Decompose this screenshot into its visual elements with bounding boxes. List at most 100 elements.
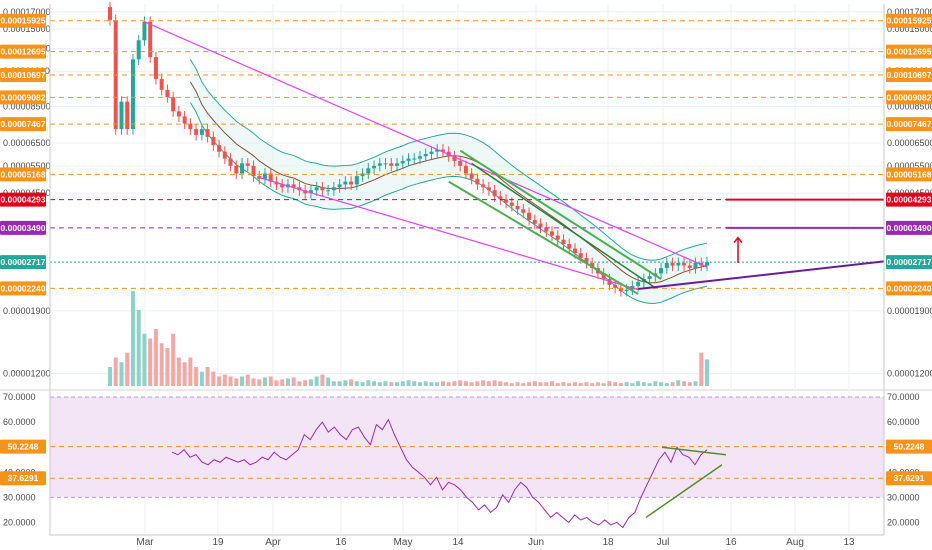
- volume-bar: [601, 383, 606, 386]
- level-badge-left: [0, 192, 46, 207]
- volume-bar: [572, 382, 577, 386]
- volume-bar: [429, 382, 434, 386]
- x-tick-label: 13: [843, 537, 855, 548]
- volume-bar: [153, 329, 158, 386]
- volume-bar: [624, 382, 629, 386]
- volume-bar: [550, 381, 555, 386]
- candle-body: [171, 97, 176, 112]
- candle-body: [532, 219, 537, 224]
- candle-body: [618, 287, 623, 291]
- volume-bar: [578, 383, 583, 386]
- price-pane-bg: [50, 4, 884, 388]
- volume-bar: [314, 376, 319, 386]
- volume-bar: [475, 381, 480, 386]
- candle-body: [188, 123, 193, 130]
- volume-bar: [584, 382, 589, 386]
- volume-bar: [148, 338, 153, 386]
- rsi-triangle-lower: [645, 464, 723, 519]
- volume-bar: [372, 381, 377, 386]
- channel-lower: [448, 180, 639, 295]
- rsi-level-badge-right-text: 50.2248: [894, 442, 925, 452]
- price-tick-label-left: 0.00008500: [3, 101, 51, 111]
- candle-body: [280, 184, 285, 188]
- candle-body: [527, 212, 532, 220]
- candle-body: [383, 163, 388, 165]
- rsi-line: [171, 418, 708, 529]
- candle-body: [268, 173, 273, 182]
- volume-bar: [521, 383, 526, 386]
- channel-middle: [471, 162, 656, 289]
- volume-bar: [366, 380, 371, 386]
- rsi-band: [50, 397, 884, 498]
- rsi-pane: [50, 396, 884, 529]
- rsi-tick-label-left: 20.0000: [3, 517, 36, 527]
- candle-body: [676, 262, 681, 266]
- volume-bar: [389, 382, 394, 386]
- axes: Mar 19 Apr 16 May 14 Jun 18 Jul 16 Aug 13 0.00017000…: [0, 4, 932, 548]
- volume-bar: [561, 382, 566, 386]
- candle-body: [682, 262, 687, 266]
- candle-body: [475, 178, 480, 185]
- level-badge-left-text: 0.00003490: [1, 223, 46, 233]
- level-badge-right-text: 0.00003490: [887, 223, 932, 233]
- candle-body: [705, 262, 709, 266]
- volume-bar: [406, 380, 411, 386]
- volume-bar: [142, 333, 147, 386]
- volume-bar: [527, 382, 532, 386]
- volume-bar: [595, 382, 600, 386]
- rsi-triangle-upper: [661, 446, 727, 456]
- candle-body: [567, 244, 572, 249]
- candle-body: [578, 253, 583, 258]
- volume-bar: [532, 381, 537, 386]
- volume-bar: [194, 367, 199, 386]
- candle-body: [400, 160, 405, 164]
- candle-body: [377, 163, 382, 166]
- candle-body: [228, 158, 233, 166]
- level-badge-left: [0, 13, 46, 28]
- volume-bar: [360, 382, 365, 386]
- candle-body: [159, 78, 164, 90]
- rsi-tick-label-right: 30.0000: [887, 492, 920, 502]
- candle-body: [440, 149, 445, 152]
- candle-body: [572, 248, 577, 254]
- rsi-tick-label-right: 70.0000: [887, 392, 920, 402]
- volume-bar: [705, 359, 709, 386]
- candle-body: [636, 281, 641, 287]
- level-badge-left: [0, 117, 46, 132]
- level-badge-left-text: 0.00010697: [1, 70, 46, 80]
- volume-bar: [664, 383, 669, 386]
- level-badge-right: [886, 255, 932, 270]
- price-pane: [50, 1, 885, 386]
- volume-bar: [217, 376, 222, 386]
- volume-bar: [297, 381, 302, 386]
- volume-bar: [504, 382, 509, 386]
- candle-body: [550, 231, 555, 236]
- volume-bar: [337, 381, 342, 386]
- volume-bar: [205, 367, 210, 386]
- x-tick-label: 16: [725, 537, 737, 548]
- candle-body: [182, 116, 187, 124]
- rsi-tick-label-right: 60.0000: [887, 417, 920, 427]
- candle-body: [481, 184, 486, 188]
- wedge-lower-trendline: [259, 176, 639, 291]
- price-tick-label-right: 0.00001200: [887, 369, 932, 379]
- candle-body: [125, 101, 130, 130]
- candle-body: [308, 190, 313, 194]
- candle-body: [176, 111, 181, 117]
- candle-body: [693, 262, 698, 269]
- volume-bar: [630, 383, 635, 386]
- candle-body: [469, 173, 474, 179]
- volume-bar: [182, 362, 187, 386]
- volume-bar: [676, 380, 681, 386]
- candle-body: [240, 163, 245, 174]
- candle-body: [417, 156, 422, 159]
- price-tick-label-right: 0.00006500: [887, 138, 932, 148]
- volume-bar: [159, 343, 164, 386]
- x-tick-label: Jun: [528, 537, 544, 548]
- channel-upper: [459, 149, 662, 280]
- volume-bar: [291, 377, 296, 386]
- level-badge-right: [886, 68, 932, 83]
- candle-body: [119, 101, 124, 130]
- level-badge-right-text: 0.00015925: [887, 16, 932, 26]
- level-badge-left-text: 0.00007467: [1, 119, 46, 129]
